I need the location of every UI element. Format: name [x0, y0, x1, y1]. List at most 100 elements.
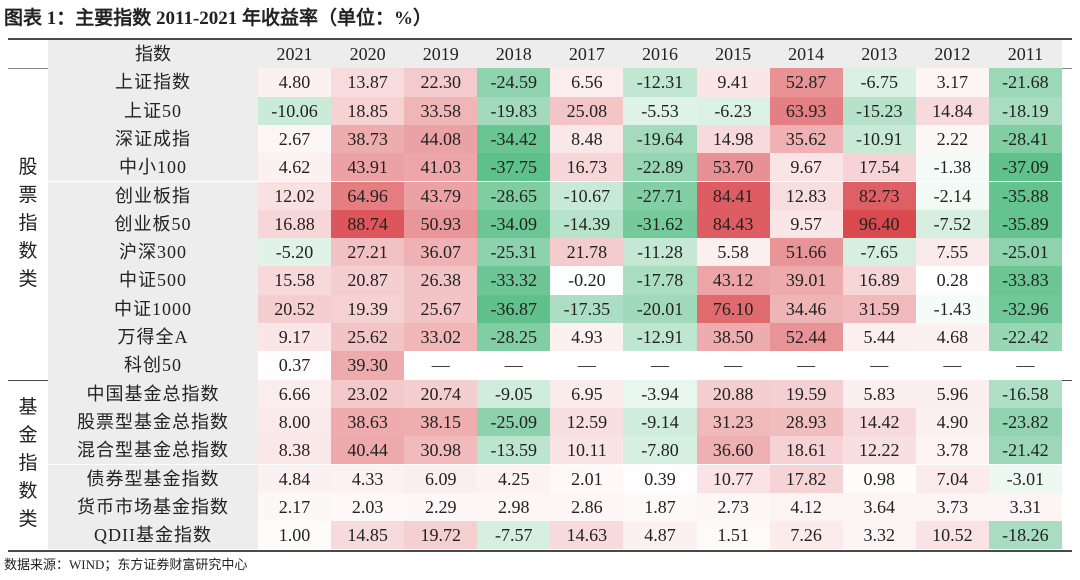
heatmap-cell: 52.44 — [769, 323, 843, 352]
header-year-2016: 2016 — [623, 40, 697, 69]
heatmap-cell: 96.40 — [842, 209, 916, 239]
heatmap-cell: -28.41 — [988, 124, 1062, 154]
row-label: 股票型基金总指数 — [48, 407, 258, 437]
heatmap-cell: 20.52 — [258, 294, 332, 323]
heatmap-cell: -28.25 — [477, 323, 551, 352]
table-row: 创业板50 16.88 88.74 50.93 -34.09 -14.39 -31.62 84… — [8, 209, 1072, 239]
heatmap-cell: 0.37 — [258, 351, 332, 380]
heatmap-cell: 4.12 — [769, 492, 843, 522]
header-year-2017: 2017 — [550, 40, 624, 69]
header-year-2012: 2012 — [915, 40, 989, 69]
heatmap-cell: -37.09 — [988, 153, 1062, 182]
heatmap-cell: 14.63 — [550, 521, 624, 550]
row-label: QDII基金指数 — [48, 521, 258, 550]
header-year-2020: 2020 — [331, 40, 405, 69]
heatmap-cell: 43.79 — [404, 181, 478, 210]
heatmap-cell: 40.44 — [331, 436, 405, 465]
heatmap-cell: 9.67 — [769, 153, 843, 182]
heatmap-cell: -35.88 — [988, 181, 1062, 210]
heatmap-cell: 1.51 — [696, 521, 770, 550]
heatmap-cell: 2.22 — [915, 124, 989, 154]
row-label: 债券型基金指数 — [48, 464, 258, 493]
heatmap-cell: 5.83 — [842, 379, 916, 408]
chart-title: 图表 1：主要指数 2011-2021 年收益率（单位：%） — [4, 8, 433, 29]
heatmap-cell: 0.39 — [623, 464, 697, 493]
heatmap-cell: 3.78 — [915, 436, 989, 465]
heatmap-cell: 22.30 — [404, 68, 478, 97]
table-row: 中证1000 20.52 19.39 25.67 -36.87 -17.35 -20.01 7… — [8, 294, 1072, 323]
heatmap-cell: 82.73 — [842, 181, 916, 210]
header-year-2018: 2018 — [477, 40, 551, 69]
source-note: 数据来源：WIND；东方证券财富研究中心 — [4, 557, 248, 572]
heatmap-cell: -34.09 — [477, 209, 551, 239]
heatmap-cell: 4.68 — [915, 323, 989, 352]
heatmap-cell: 7.04 — [915, 464, 989, 493]
heatmap-cell: 3.17 — [915, 68, 989, 97]
heatmap-cell: 2.73 — [696, 492, 770, 522]
heatmap-cell: -33.32 — [477, 266, 551, 295]
header-year-2014: 2014 — [769, 40, 843, 69]
table-row: 上证50 -10.06 18.85 33.58 -19.83 25.08 -5.53 -6.2… — [8, 96, 1072, 125]
heatmap-cell: -3.01 — [988, 464, 1062, 493]
heatmap-cell: — — [550, 351, 624, 380]
heatmap-cell: -5.20 — [258, 238, 332, 267]
heatmap-cell: 7.26 — [769, 521, 843, 550]
table-row: 科创50 0.37 39.30— — — — — — — — — — [8, 351, 1072, 380]
table-row: 货币市场基金指数 2.17 2.03 2.29 2.98 2.86 1.87 2.73 4.12… — [8, 492, 1072, 522]
heatmap-cell: -9.05 — [477, 379, 551, 408]
heatmap-cell: -3.94 — [623, 379, 697, 408]
heatmap-cell: 19.72 — [404, 521, 478, 550]
table-row: 沪深300 -5.20 27.21 36.07 -25.31 21.78 -11.28 5.5… — [8, 238, 1072, 267]
heatmap-cell: 8.38 — [258, 436, 332, 465]
row-label: 货币市场基金指数 — [48, 492, 258, 522]
heatmap-cell: -12.31 — [623, 68, 697, 97]
heatmap-cell: -28.65 — [477, 181, 551, 210]
heatmap-cell: 2.98 — [477, 492, 551, 522]
heatmap-cell: 2.67 — [258, 124, 332, 154]
heatmap-cell: 6.56 — [550, 68, 624, 97]
heatmap-cell: -17.35 — [550, 294, 624, 323]
heatmap-cell: 12.22 — [842, 436, 916, 465]
heatmap-cell: -17.78 — [623, 266, 697, 295]
heatmap-cell: -9.14 — [623, 407, 697, 437]
heatmap-cell: -20.01 — [623, 294, 697, 323]
header-row: 指数 2021 2020 2019 2018 2017 2016 2015 2014 2013 20… — [8, 40, 1072, 69]
heatmap-cell: — — [696, 351, 770, 380]
heatmap-cell: 0.98 — [842, 464, 916, 493]
heatmap-cell: 2.86 — [550, 492, 624, 522]
heatmap-cell: 10.52 — [915, 521, 989, 550]
heatmap-cell: 14.85 — [331, 521, 405, 550]
heatmap-cell: 23.02 — [331, 379, 405, 408]
heatmap-cell: 3.73 — [915, 492, 989, 522]
heatmap-cell: -25.01 — [988, 238, 1062, 267]
heatmap-cell: 20.87 — [331, 266, 405, 295]
heatmap-cell: 17.82 — [769, 464, 843, 493]
heatmap-cell: 76.10 — [696, 294, 770, 323]
heatmap-cell: 12.83 — [769, 181, 843, 210]
heatmap-cell: 10.77 — [696, 464, 770, 493]
heatmap-cell: 3.32 — [842, 521, 916, 550]
heatmap-cell: -13.59 — [477, 436, 551, 465]
heatmap-cell: 51.66 — [769, 238, 843, 267]
heatmap-cell: 7.55 — [915, 238, 989, 267]
heatmap-cell: — — [915, 351, 989, 380]
heatmap-cell: 34.46 — [769, 294, 843, 323]
heatmap-cell: 3.31 — [988, 492, 1062, 522]
heatmap-cell: 38.15 — [404, 407, 478, 437]
header-year-2019: 2019 — [404, 40, 478, 69]
heatmap-cell: 4.93 — [550, 323, 624, 352]
heatmap-cell: 17.54 — [842, 153, 916, 182]
header-year-2021: 2021 — [258, 40, 332, 69]
heatmap-cell: 25.08 — [550, 96, 624, 125]
heatmap-cell: -10.91 — [842, 124, 916, 154]
heatmap-cell: 8.48 — [550, 124, 624, 154]
header-year-2011: 2011 — [988, 40, 1062, 69]
heatmap-cell: 26.38 — [404, 266, 478, 295]
heatmap-cell: 6.95 — [550, 379, 624, 408]
heatmap-cell: — — [623, 351, 697, 380]
heatmap-cell: -31.62 — [623, 209, 697, 239]
heatmap-cell: 6.09 — [404, 464, 478, 493]
heatmap-cell: -10.67 — [550, 181, 624, 210]
heatmap-cell: — — [769, 351, 843, 380]
header-group-blank — [8, 40, 48, 69]
